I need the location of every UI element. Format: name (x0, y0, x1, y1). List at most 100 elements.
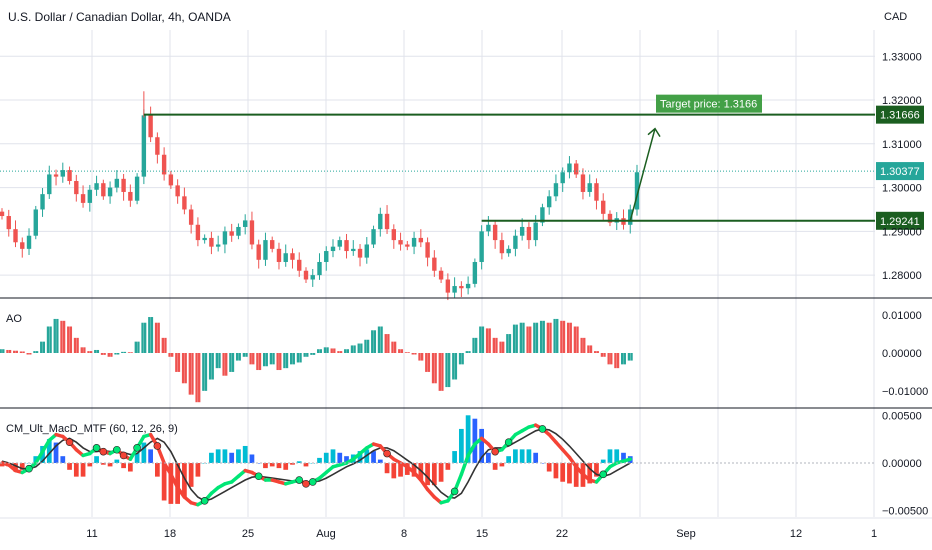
ao-bar (148, 317, 151, 353)
macd-hist-bar (60, 456, 66, 463)
cross-dot (200, 497, 209, 505)
macd-line-segment (567, 455, 578, 469)
ao-bar (121, 351, 124, 353)
ao-bar (161, 337, 165, 353)
ao-bar (434, 353, 437, 384)
ao-bar (110, 353, 113, 357)
price-panel: Target price: 1.3166 1.31666 1.30377 1.2924… (0, 91, 924, 301)
ao-bar (15, 350, 18, 353)
ao-bar (265, 353, 268, 367)
ao-bar (100, 353, 104, 355)
price-tick-label: 1.30000 (882, 183, 922, 195)
price-tag[interactable] (876, 105, 924, 124)
macd-hist-bar (398, 463, 403, 477)
macd-hist-bar (276, 463, 282, 469)
ao-bar (566, 322, 570, 353)
candle-body (229, 231, 234, 236)
macd-hist-bar (472, 418, 478, 463)
price-tag[interactable] (876, 162, 924, 181)
macd-line-segment (40, 438, 52, 454)
candle-body (492, 224, 498, 241)
ao-bar (184, 353, 187, 384)
ao-bar (242, 353, 246, 357)
candle-body (33, 209, 38, 236)
ao-bar (225, 353, 228, 376)
time-tick-label: 12 (790, 528, 802, 540)
ao-bar (387, 334, 390, 353)
ao-bar (630, 353, 633, 361)
macd-hist-bar (249, 454, 255, 463)
price-y-axis[interactable]: 1.33000 1.32000 1.31000 1.30000 1.29000 1.280… (882, 51, 922, 282)
ao-bar (181, 353, 185, 384)
macd-hist-bar (100, 463, 106, 465)
macd-line-segment (459, 453, 470, 477)
candle-body (74, 181, 79, 195)
price-tick-label: 1.33000 (882, 51, 922, 63)
signal-line (1, 428, 631, 502)
candle-body (161, 154, 167, 175)
price-tick-label: 1.32000 (882, 95, 922, 107)
candle-body (134, 176, 140, 201)
candle-body (384, 213, 390, 230)
ao-bar (393, 341, 397, 353)
ao-bar (33, 351, 36, 353)
candle-body (121, 178, 126, 192)
ao-bar (515, 324, 518, 353)
ao-bar (621, 353, 624, 365)
cross-dot (113, 445, 121, 454)
candle-body (351, 248, 356, 252)
macd-hist-bar (323, 452, 329, 463)
candle-body (371, 229, 376, 245)
ao-bar (35, 351, 39, 353)
time-x-axis[interactable]: 11 18 25 Aug 8 15 22 Sep 12 1 (86, 528, 877, 540)
ao-bar (445, 353, 448, 388)
candle-body (587, 183, 592, 192)
cross-dot (295, 476, 304, 484)
ao-bar (366, 339, 370, 353)
macd-hist-bar (19, 463, 25, 470)
ao-bar (346, 349, 350, 353)
time-tick-label: Sep (676, 528, 696, 540)
candle-body (0, 211, 5, 217)
ao-bar (593, 351, 597, 353)
ao-bar (438, 353, 441, 391)
ao-bar (492, 337, 496, 353)
ao-bar (67, 326, 70, 353)
macd-hist-bar (445, 463, 451, 470)
target-price-box[interactable] (656, 94, 762, 113)
ao-bar (326, 347, 329, 353)
ao-bar (279, 353, 282, 371)
candle-body (634, 172, 640, 210)
ao-bar (89, 351, 93, 353)
ao-bar (616, 353, 620, 369)
macd-hist-bar (121, 463, 126, 469)
candle-body (357, 248, 363, 258)
ao-bar (150, 317, 154, 353)
ao-y-axis[interactable]: 0.01000 0.00000 −0.01000 (882, 310, 928, 398)
macd-hist-bar (209, 452, 214, 463)
ao-bar (215, 353, 219, 369)
ao-bar (154, 322, 158, 353)
time-tick-label: 18 (164, 528, 176, 540)
cross-dot (450, 487, 459, 496)
macd-hist-bar (290, 463, 295, 465)
ao-bar (488, 328, 491, 353)
macd-hist-bar (594, 463, 599, 477)
candle-body (567, 163, 572, 173)
candle-body (580, 174, 586, 192)
macd-hist-bar (371, 451, 376, 463)
price-tag[interactable] (876, 211, 924, 230)
macd-hist-bar (182, 463, 187, 498)
ao-tick-label: 0.00000 (882, 348, 922, 360)
ao-bar (377, 326, 381, 353)
arrow-head (647, 127, 661, 138)
candle-body (175, 185, 180, 197)
level-lines: Target price: 1.3166 1.31666 1.30377 1.2924… (0, 94, 924, 230)
ao-bar (177, 353, 181, 372)
macd-hist-bar (242, 445, 248, 463)
time-tick-label: 1 (871, 528, 877, 540)
candle-body (202, 237, 207, 241)
macd-y-axis[interactable]: 0.00500 0.00000 −0.00500 (882, 411, 928, 518)
macd-hist-bar (73, 463, 79, 477)
ao-bar (610, 353, 613, 365)
